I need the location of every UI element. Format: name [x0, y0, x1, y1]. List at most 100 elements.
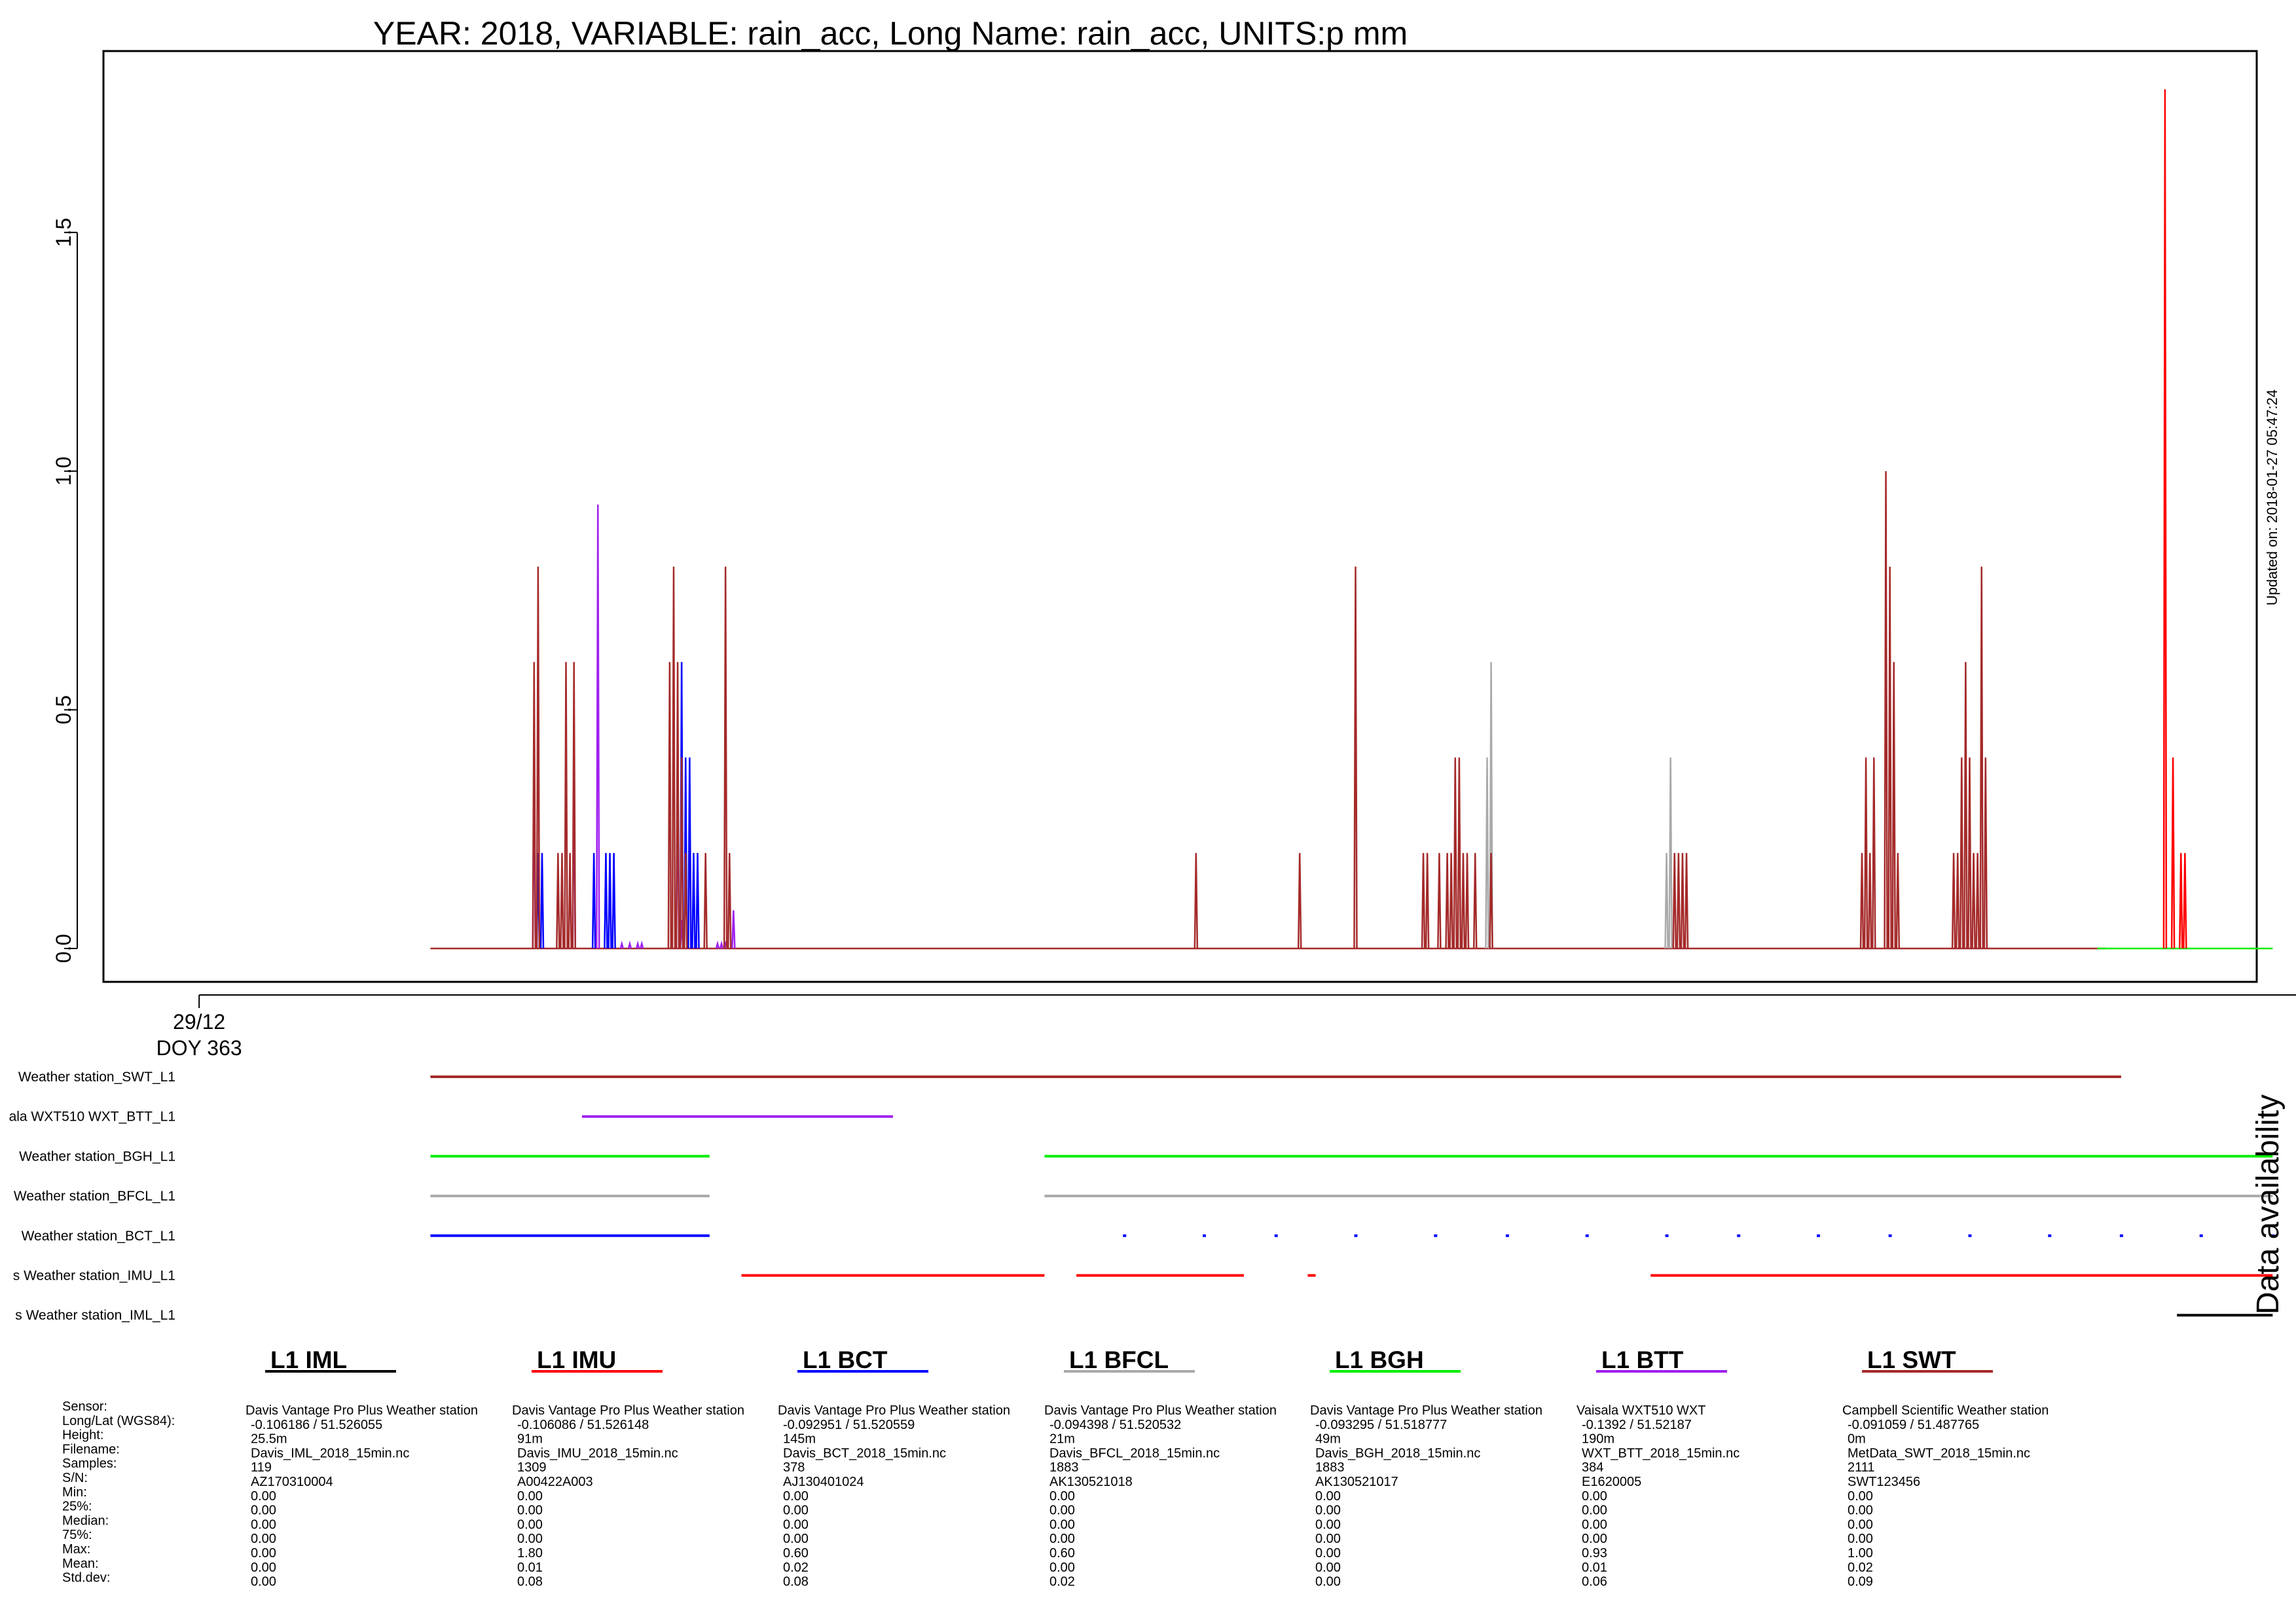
stats-cell: 0.00: [1848, 1532, 1873, 1546]
stats-cell: 25.5m: [251, 1432, 287, 1447]
legend-label: L1 BTT: [1601, 1346, 1684, 1373]
stats-cell: 0.00: [1582, 1532, 1607, 1546]
stats-cell: Davis Vantage Pro Plus Weather station: [1310, 1403, 1542, 1418]
data-spike: [1489, 853, 1493, 948]
data-spike: [1891, 662, 1896, 948]
data-spike: [1421, 853, 1426, 948]
availability-dot: [1354, 1234, 1358, 1237]
stats-cell: 0.00: [1049, 1504, 1075, 1518]
stats-cell: 0.00: [1582, 1517, 1607, 1532]
stats-cell: Davis Vantage Pro Plus Weather station: [512, 1403, 744, 1418]
stats-cell: 0.00: [251, 1504, 276, 1518]
stats-cell: 1.00: [1848, 1546, 1873, 1561]
data-spike: [1955, 853, 1960, 948]
data-spike: [1465, 853, 1470, 948]
stats-cell: 0.00: [1315, 1546, 1341, 1561]
y-tick-label: 1.0: [52, 456, 75, 485]
stats-row-label: Median:: [62, 1513, 109, 1528]
stats-cell: 0.02: [1848, 1561, 1873, 1575]
data-spike: [1472, 853, 1478, 948]
stats-cell: 0m: [1848, 1432, 1866, 1447]
data-spike: [532, 662, 537, 948]
stats-row-label: Samples:: [62, 1456, 117, 1471]
data-spike: [691, 853, 696, 948]
data-spike: [1461, 853, 1466, 948]
data-spike: [1680, 853, 1685, 948]
data-spike: [695, 853, 700, 948]
data-spike: [675, 662, 680, 948]
stats-cell: 0.00: [517, 1532, 543, 1546]
stats-cell: 384: [1582, 1460, 1603, 1475]
stats-cell: Davis_BGH_2018_15min.nc: [1315, 1446, 1480, 1460]
stats-row-label: Std.dev:: [62, 1571, 110, 1585]
stats-cell: Davis Vantage Pro Plus Weather station: [1044, 1403, 1277, 1418]
data-spike: [1668, 757, 1673, 948]
stats-cell: 2111: [1848, 1460, 1875, 1475]
data-spike: [1453, 757, 1458, 948]
y-tick-label: 0.5: [52, 695, 75, 724]
y-axis: 0.0 0.5 1.0 1.5: [52, 218, 78, 963]
stats-cell: 0.00: [1315, 1489, 1341, 1504]
stats-cell: -0.106086 / 51.526148: [517, 1418, 649, 1432]
data-spike: [564, 662, 568, 948]
data-spike: [2162, 89, 2168, 948]
stats-cell: 0.00: [251, 1561, 276, 1575]
data-spike: [1959, 757, 1964, 948]
stats-cell: -0.091059 / 51.487765: [1848, 1418, 1979, 1432]
data-spike: [1951, 853, 1956, 948]
data-spike: [1983, 757, 1988, 948]
stats-cell: 0.00: [517, 1517, 543, 1532]
data-spike: [2183, 853, 2187, 948]
stats-cell: 0.02: [783, 1561, 809, 1575]
stats-cell: 0.00: [1582, 1504, 1607, 1518]
availability-dot: [1585, 1234, 1589, 1237]
stats-cell: AJ130401024: [783, 1475, 864, 1489]
x-tick-date: 29/12: [173, 1010, 225, 1034]
stats-cell: 0.00: [1315, 1517, 1341, 1532]
availability-dot: [1665, 1234, 1669, 1237]
data-spike: [1884, 471, 1888, 948]
stats-cell: 0.09: [1848, 1575, 1873, 1589]
stats-row-label: Height:: [62, 1428, 103, 1443]
data-spike: [1489, 662, 1493, 948]
data-spike: [1872, 757, 1876, 948]
stats-cell: 0.00: [1049, 1489, 1075, 1504]
data-spike: [731, 910, 736, 948]
legend-label: L1 IMU: [537, 1346, 616, 1373]
plot-frame: [102, 50, 2258, 983]
data-spike: [1967, 757, 1972, 948]
stats-cell: Davis_IMU_2018_15min.nc: [517, 1446, 678, 1460]
data-spike: [619, 940, 625, 949]
x-tick-doy: DOY 363: [156, 1036, 242, 1060]
data-spike: [1457, 757, 1462, 948]
stats-cell: 378: [783, 1460, 805, 1475]
data-spike: [1297, 853, 1302, 948]
data-spike: [568, 853, 572, 948]
legend-label: L1 BCT: [803, 1346, 888, 1373]
availability-dot: [1274, 1234, 1278, 1237]
data-spike: [1975, 853, 1980, 948]
stats-cell: 0.00: [1848, 1489, 1873, 1504]
stats-cell: 0.60: [783, 1546, 809, 1561]
availability-label: Weather station_BCT_L1: [22, 1229, 175, 1244]
stats-cell: 0.02: [1049, 1575, 1075, 1589]
stats-cell: AZ170310004: [251, 1475, 333, 1489]
statistics-table: Sensor:Long/Lat (WGS84):Height:Filename:…: [62, 1399, 2049, 1589]
availability-dot: [1737, 1234, 1741, 1237]
stats-row-label: Max:: [62, 1542, 90, 1557]
series-l1-bfcl: [1485, 662, 1673, 948]
availability-label: Weather station_BFCL_L1: [14, 1189, 175, 1204]
availability-dot: [1505, 1234, 1509, 1237]
stats-cell: 0.08: [517, 1575, 543, 1589]
stats-row-label: Sensor:: [62, 1399, 107, 1414]
availability-dot: [1123, 1234, 1127, 1237]
plot-area: [430, 89, 2273, 950]
stats-cell: 0.00: [1315, 1575, 1341, 1589]
stats-cell: 0.00: [783, 1517, 809, 1532]
stats-cell: Campbell Scientific Weather station: [1842, 1403, 2049, 1418]
data-spike: [1676, 853, 1681, 948]
stats-row-label: 25%:: [62, 1500, 92, 1514]
stats-cell: 0.00: [1848, 1517, 1873, 1532]
stats-cell: 1.80: [517, 1546, 543, 1561]
